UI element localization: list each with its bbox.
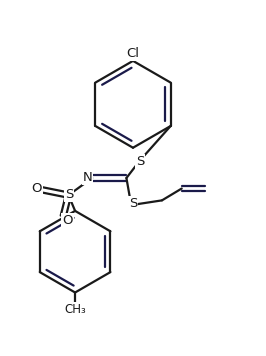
Text: O: O bbox=[31, 182, 42, 195]
Text: S: S bbox=[65, 188, 73, 201]
Text: CH₃: CH₃ bbox=[64, 303, 86, 316]
Text: S: S bbox=[129, 197, 137, 210]
Text: O: O bbox=[62, 214, 73, 227]
Text: N: N bbox=[82, 171, 92, 184]
Text: S: S bbox=[136, 155, 144, 168]
Text: Cl: Cl bbox=[127, 47, 139, 60]
